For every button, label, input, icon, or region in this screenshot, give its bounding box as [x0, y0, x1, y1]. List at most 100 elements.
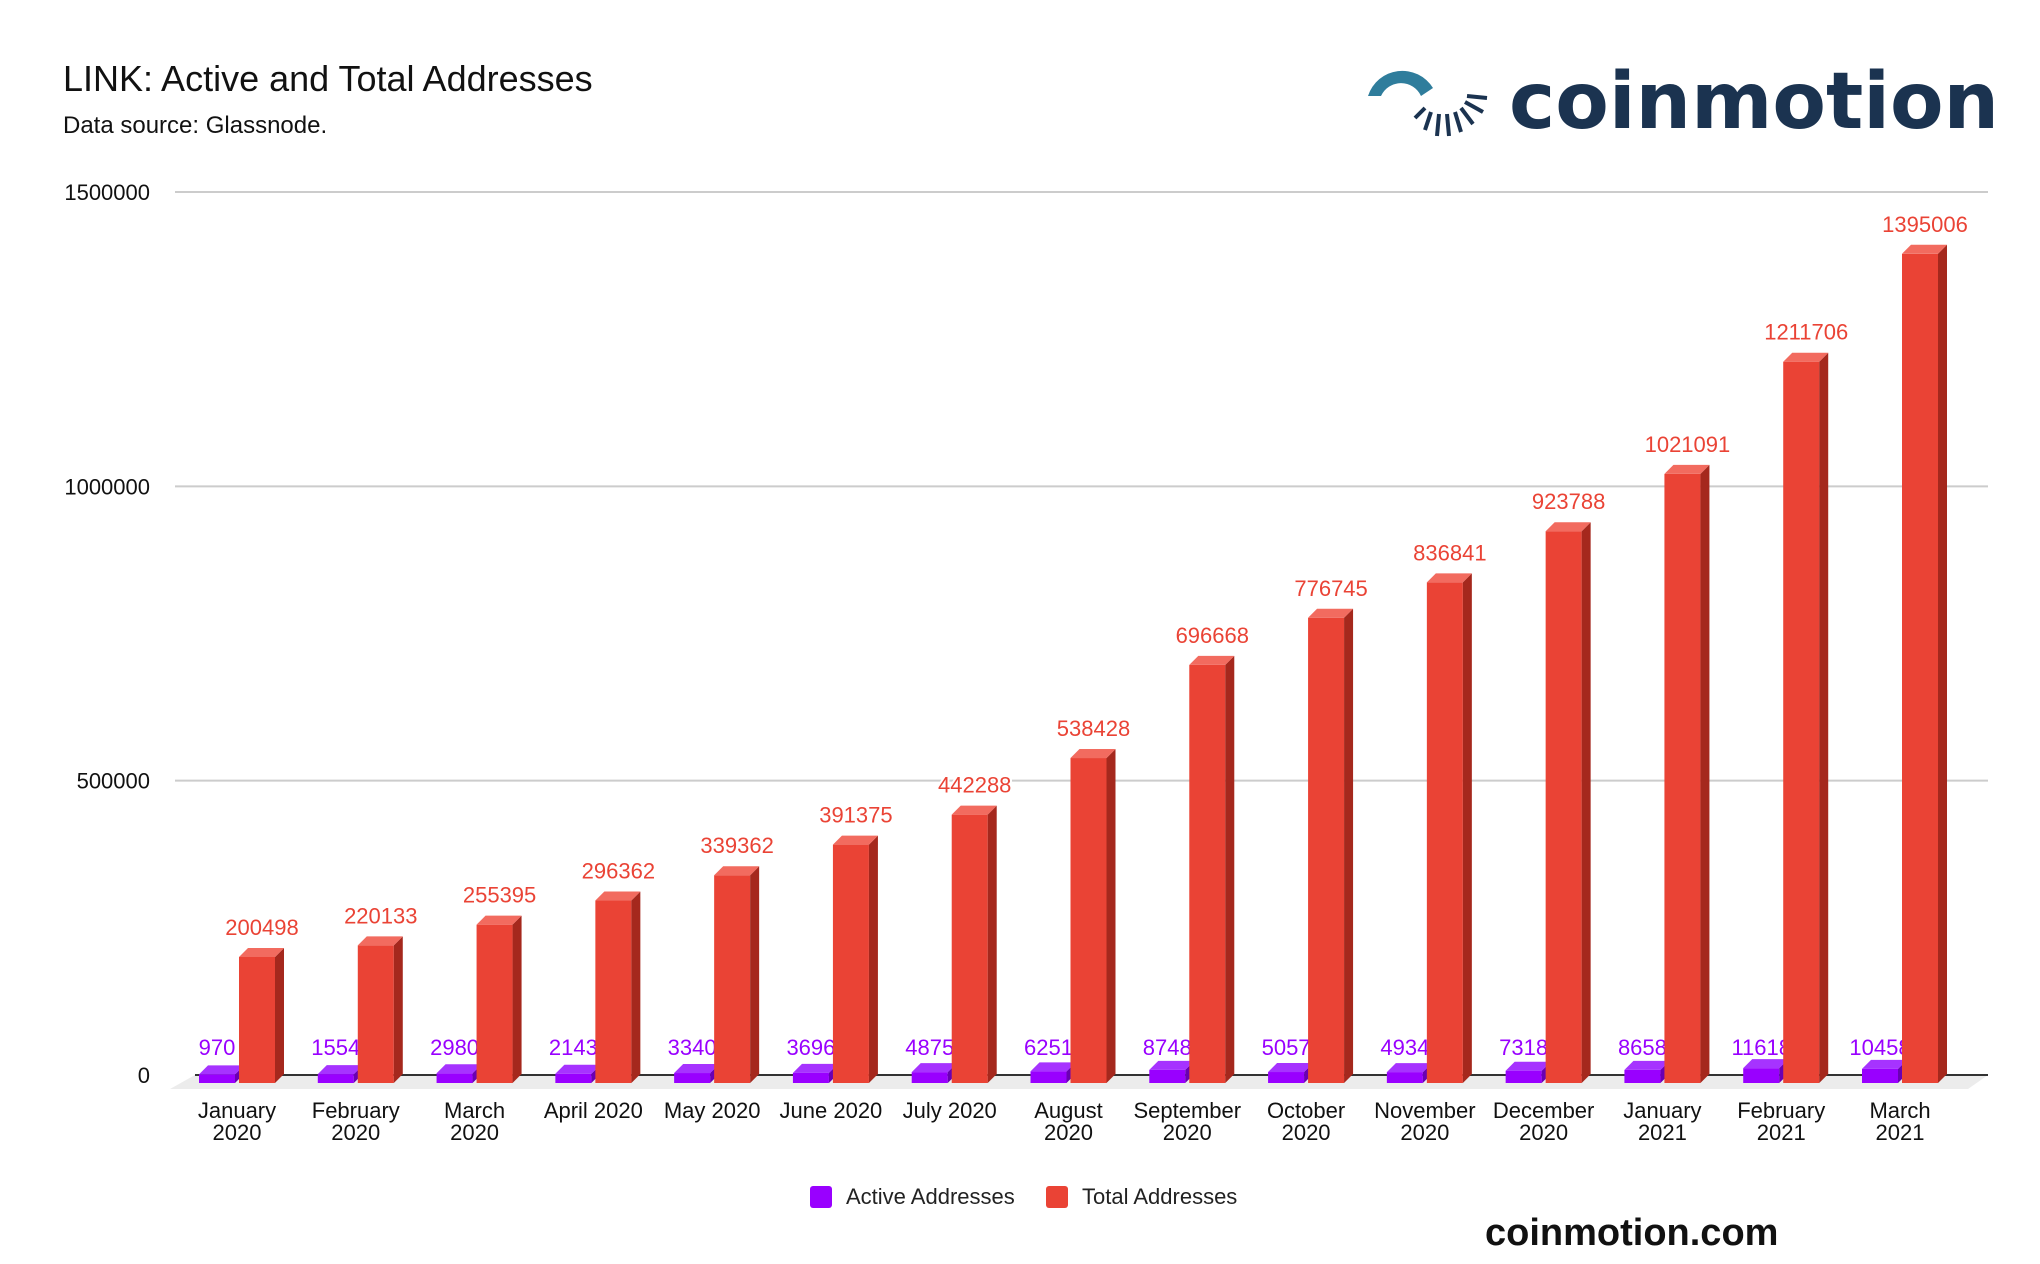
- bar-top: [951, 805, 997, 815]
- data-label: 296362: [582, 859, 655, 884]
- data-label: 836841: [1413, 540, 1486, 565]
- bar-top: [1902, 244, 1947, 254]
- data-label: 4934: [1380, 1035, 1429, 1060]
- data-label: 923788: [1532, 489, 1605, 514]
- x-tick-label: 2020: [1163, 1120, 1212, 1145]
- bar-top: [1545, 522, 1591, 532]
- x-tick-label: February: [1737, 1098, 1825, 1123]
- bar-total: [1308, 617, 1345, 1083]
- data-label: 4875: [905, 1035, 954, 1060]
- bar-top: [911, 1063, 957, 1073]
- data-label: 1021091: [1645, 432, 1731, 457]
- bar-side: [393, 936, 403, 1083]
- bar-top: [1030, 1062, 1076, 1072]
- bar-side: [1225, 655, 1235, 1083]
- x-tick-label: 2020: [1282, 1120, 1331, 1145]
- bar-active: [317, 1074, 354, 1083]
- bar-top: [239, 947, 284, 957]
- x-tick-label: October: [1267, 1098, 1345, 1123]
- y-tick-label: 500000: [77, 769, 150, 794]
- data-label: 2143: [549, 1035, 598, 1060]
- x-tick-label: August: [1034, 1098, 1103, 1123]
- bar-top: [317, 1065, 363, 1075]
- bar-side: [1700, 464, 1710, 1084]
- bar-top: [357, 936, 403, 946]
- bar-side: [987, 805, 997, 1083]
- bar-active: [555, 1073, 592, 1083]
- bar-top: [792, 1063, 838, 1073]
- x-tick-label: January: [1623, 1098, 1701, 1123]
- data-label: 3696: [786, 1035, 835, 1060]
- bar-top: [1386, 1063, 1432, 1073]
- data-label: 1554: [311, 1035, 360, 1060]
- data-label: 8658: [1618, 1035, 1667, 1060]
- bar-active: [674, 1073, 711, 1083]
- data-label: 3340: [668, 1035, 717, 1060]
- bar-top: [436, 1064, 482, 1074]
- x-tick-label: June 2020: [780, 1098, 883, 1123]
- x-tick-label: February: [312, 1098, 400, 1123]
- x-tick-label: January: [198, 1098, 276, 1123]
- bar-total: [476, 924, 513, 1083]
- data-label: 5057: [1262, 1035, 1311, 1060]
- bar-top: [1308, 608, 1354, 618]
- bar-active: [1030, 1071, 1067, 1083]
- bar-side: [631, 891, 641, 1083]
- legend-label: Active Addresses: [846, 1184, 1015, 1209]
- bar-total: [595, 900, 632, 1083]
- bar-active: [436, 1073, 473, 1083]
- bar-active: [1268, 1072, 1305, 1083]
- legend-label: Total Addresses: [1082, 1184, 1237, 1209]
- data-label: 7318: [1499, 1035, 1548, 1060]
- data-label: 442288: [938, 773, 1011, 798]
- bar-active: [1624, 1069, 1661, 1083]
- bar-active: [1743, 1068, 1780, 1083]
- bar-side: [1106, 749, 1116, 1083]
- bar-side: [1581, 522, 1591, 1083]
- bar-top: [1070, 749, 1116, 759]
- bar-active: [1862, 1068, 1898, 1083]
- bar-side: [1819, 352, 1829, 1083]
- bar-top: [199, 1065, 244, 1075]
- bar-total: [1545, 531, 1582, 1083]
- data-label: 1395006: [1882, 212, 1968, 237]
- x-tick-label: 2020: [450, 1120, 499, 1145]
- bar-top: [476, 915, 522, 925]
- bar-top: [1743, 1059, 1789, 1069]
- data-label: 391375: [819, 803, 892, 828]
- x-tick-label: May 2020: [664, 1098, 761, 1123]
- bar-total: [1783, 361, 1820, 1083]
- bar-side: [1344, 608, 1354, 1083]
- bar-top: [1189, 655, 1235, 665]
- bar-top: [1426, 573, 1472, 583]
- bar-top: [1149, 1060, 1195, 1070]
- bar-active: [1386, 1072, 1423, 1083]
- data-label: 8748: [1143, 1035, 1192, 1060]
- x-tick-label: 2020: [213, 1120, 262, 1145]
- bar-side: [512, 915, 522, 1083]
- bar-active: [199, 1074, 235, 1083]
- bar-side: [750, 866, 760, 1083]
- bar-total: [951, 814, 988, 1083]
- bar-total: [714, 875, 751, 1083]
- bar-top: [1664, 464, 1710, 474]
- footer-url: coinmotion.com: [1485, 1212, 1779, 1254]
- x-tick-label: December: [1493, 1098, 1594, 1123]
- bar-total: [1070, 758, 1107, 1083]
- data-label: 255395: [463, 883, 536, 908]
- bar-side: [1462, 573, 1472, 1083]
- bar-total: [239, 956, 275, 1083]
- bar-active: [792, 1072, 829, 1083]
- bar-active: [911, 1072, 948, 1083]
- bar-active: [1149, 1069, 1186, 1083]
- x-tick-label: 2020: [1400, 1120, 1449, 1145]
- bar-top: [555, 1064, 601, 1074]
- y-tick-label: 1500000: [64, 180, 150, 205]
- bar-total: [1426, 582, 1463, 1083]
- bar-side: [275, 947, 284, 1083]
- legend-swatch: [1046, 1186, 1068, 1208]
- bar-top: [1505, 1061, 1551, 1071]
- x-tick-label: 2020: [1044, 1120, 1093, 1145]
- bar-top: [595, 891, 641, 901]
- logo-wordmark: coinmotion: [1509, 58, 1995, 147]
